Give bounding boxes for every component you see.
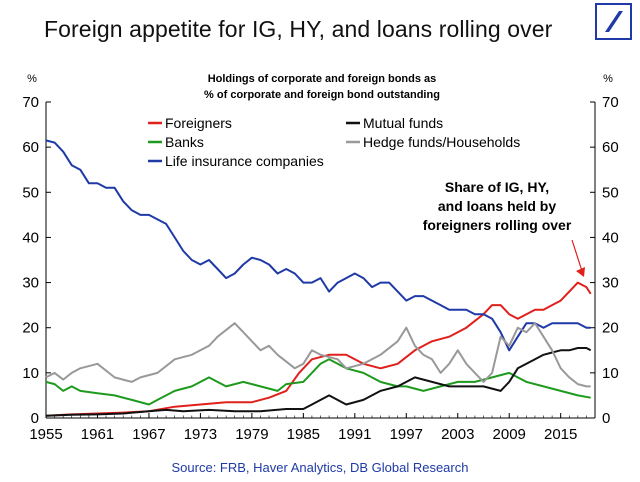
series-line-hedge-funds-households xyxy=(45,322,591,388)
x-tick-label: 2003 xyxy=(441,426,474,443)
x-tick-label: 1955 xyxy=(29,426,62,443)
legend-label: Foreigners xyxy=(165,115,232,131)
y-tick-label-left: 70 xyxy=(22,94,39,111)
source-note: Source: FRB, Haver Analytics, DB Global … xyxy=(171,460,469,475)
annotation-text: Share of IG, HY, xyxy=(445,179,549,195)
x-tick-label: 1967 xyxy=(132,426,165,443)
x-tick-label: 1973 xyxy=(184,426,217,443)
y-tick-label-right: 50 xyxy=(602,184,619,201)
y-tick-label-left: 30 xyxy=(22,275,39,292)
x-tick-label: 1985 xyxy=(287,426,320,443)
x-tick-label: 1979 xyxy=(235,426,268,443)
y-tick-label-left: 40 xyxy=(22,229,39,246)
y-tick-label-right: 40 xyxy=(602,229,619,246)
line-chart: 0 0 10 10 20 20 30 30 40 40 50 50 60 60 70 70% % 1955 1961… xyxy=(22,73,619,443)
y-tick-label-left: 50 xyxy=(22,184,39,201)
y-tick-label-right: 10 xyxy=(602,365,619,382)
legend-label: Banks xyxy=(165,134,204,150)
legend-label: Hedge funds/Households xyxy=(363,134,520,150)
y-tick-label-right: 0 xyxy=(602,410,610,427)
x-tick-label: 2009 xyxy=(493,426,526,443)
series-line-foreigners xyxy=(45,281,592,417)
legend-label: Life insurance companies xyxy=(165,153,324,169)
y-tick-label-right: 30 xyxy=(602,275,619,292)
x-tick-label: 1961 xyxy=(81,426,114,443)
page-title: Foreign appetite for IG, HY, and loans r… xyxy=(44,16,553,42)
series-line-mutual-funds xyxy=(45,347,592,417)
y-axis-unit-left: % xyxy=(27,73,37,85)
annotation-text: and loans held by xyxy=(438,198,556,214)
y-tick-label-left: 10 xyxy=(22,365,39,382)
x-tick-label: 1991 xyxy=(338,426,371,443)
x-tick-label: 1997 xyxy=(390,426,423,443)
annotation-arrow-line xyxy=(571,239,583,272)
deutsche-bank-logo xyxy=(595,3,632,40)
x-tick-label: 2015 xyxy=(544,426,577,443)
y-tick-label-left: 60 xyxy=(22,139,39,156)
chart-title: Holdings of corporate and foreign bonds … xyxy=(208,73,437,85)
y-tick-label-right: 20 xyxy=(602,320,619,337)
series-line-banks xyxy=(45,358,591,406)
annotation-arrow-head xyxy=(576,267,585,277)
y-tick-label-left: 20 xyxy=(22,320,39,337)
y-tick-label-left: 0 xyxy=(31,410,39,427)
y-axis-unit-right: % xyxy=(603,73,613,85)
series-line-life-insurance-companies xyxy=(45,139,591,352)
logo-slash-icon xyxy=(605,11,623,32)
legend-label: Mutual funds xyxy=(363,115,443,131)
annotation-text: foreigners rolling over xyxy=(423,217,572,233)
y-tick-label-right: 70 xyxy=(602,94,619,111)
chart-subtitle: % of corporate and foreign bond outstand… xyxy=(204,89,440,101)
y-tick-label-right: 60 xyxy=(602,139,619,156)
